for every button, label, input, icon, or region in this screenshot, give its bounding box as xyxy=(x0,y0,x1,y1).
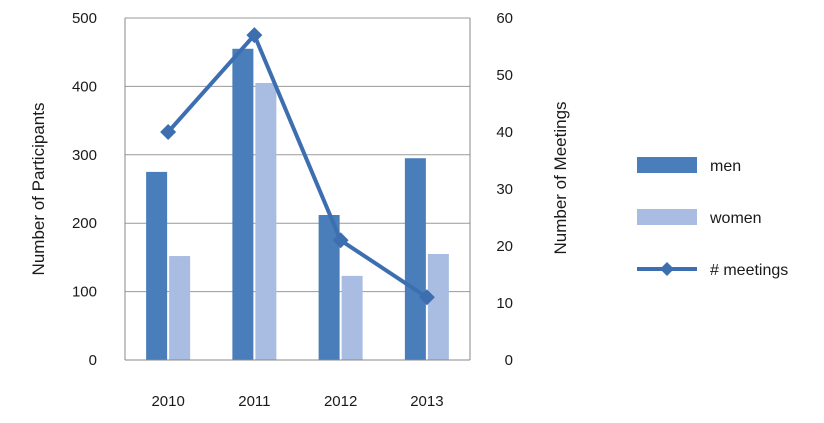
bar-men-2013 xyxy=(404,158,426,360)
y2-tick-label: 30 xyxy=(496,181,513,198)
y-tick-label: 0 xyxy=(89,352,97,369)
legend-label: men xyxy=(710,158,741,175)
bar-men-2012 xyxy=(318,214,340,360)
y-tick-label: 400 xyxy=(72,78,97,95)
meetings-marker-2011 xyxy=(246,27,263,44)
left-tick-labels: 0 100 200 300 400 500 xyxy=(72,10,97,369)
bar-women-2013 xyxy=(427,253,449,360)
bar-women-2012 xyxy=(341,275,363,360)
y2-tick-label: 20 xyxy=(496,238,513,255)
legend-label: women xyxy=(709,210,762,227)
x-tick-labels: 2010 2011 2012 2013 xyxy=(151,393,443,410)
legend: men women # meetings xyxy=(637,157,788,279)
bar-men-2011 xyxy=(232,48,254,360)
legend-label: # meetings xyxy=(710,262,788,279)
meetings-marker-2013 xyxy=(418,289,435,306)
y2-tick-label: 40 xyxy=(496,124,513,141)
y-tick-label: 300 xyxy=(72,147,97,164)
legend-swatch-men xyxy=(637,157,697,173)
y-axis-title: Number of Participants xyxy=(29,103,48,276)
bar-men-2010 xyxy=(146,171,168,360)
axes xyxy=(124,18,471,361)
meetings-marker-2010 xyxy=(160,124,177,140)
bars-group xyxy=(146,48,449,360)
meetings-line xyxy=(166,33,428,299)
x-tick-label: 2013 xyxy=(410,393,443,410)
y2-tick-label: 10 xyxy=(496,295,513,312)
bar-women-2010 xyxy=(169,256,191,360)
y-tick-label: 100 xyxy=(72,284,97,301)
y2-axis-title: Number of Meetings xyxy=(551,101,570,254)
legend-diamond-icon xyxy=(660,262,674,276)
y2-tick-label: 0 xyxy=(505,352,513,369)
x-tick-label: 2010 xyxy=(151,393,184,410)
y-tick-label: 200 xyxy=(72,215,97,232)
y-tick-label: 500 xyxy=(72,10,97,27)
meetings-line-group xyxy=(160,27,435,306)
y2-tick-label: 60 xyxy=(496,10,513,27)
x-tick-label: 2012 xyxy=(324,393,357,410)
legend-swatch-women xyxy=(637,209,697,225)
y2-tick-label: 50 xyxy=(496,67,513,84)
right-tick-labels: 0 10 20 30 40 50 60 xyxy=(496,10,513,369)
meetings-marker-2012 xyxy=(332,232,349,249)
x-tick-label: 2011 xyxy=(238,393,270,410)
bar-women-2011 xyxy=(255,82,277,360)
